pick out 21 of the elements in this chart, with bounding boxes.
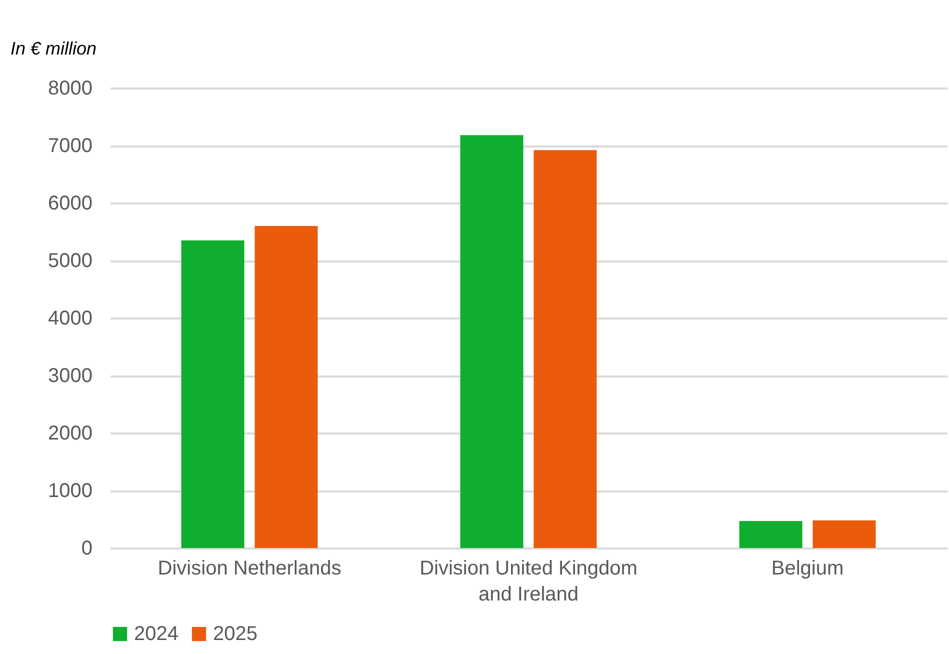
x-tick-label: Division Netherlands <box>158 558 342 580</box>
bar <box>460 135 524 548</box>
y-tick-label: 5000 <box>48 250 92 272</box>
y-tick-label: 4000 <box>48 308 92 330</box>
y-tick-label: 6000 <box>48 192 92 214</box>
y-tick-label: 8000 <box>48 78 92 100</box>
y-tick-label: 1000 <box>48 480 92 502</box>
legend-label: 2024 <box>134 623 178 645</box>
y-tick-label: 3000 <box>48 365 92 387</box>
bar <box>812 520 876 548</box>
x-tick-label: Belgium <box>771 558 844 580</box>
bar <box>181 240 244 548</box>
bar <box>739 520 802 548</box>
y-tick-label: 7000 <box>48 135 92 157</box>
x-tick-label: Division United Kingdom and Ireland <box>420 558 638 606</box>
y-tick-label: 2000 <box>48 422 92 444</box>
y-tick-label: 0 <box>81 538 92 560</box>
bar <box>254 226 318 548</box>
y-axis-title: In € million <box>10 38 97 58</box>
bar <box>534 150 597 548</box>
legend-label: 2025 <box>213 623 258 645</box>
